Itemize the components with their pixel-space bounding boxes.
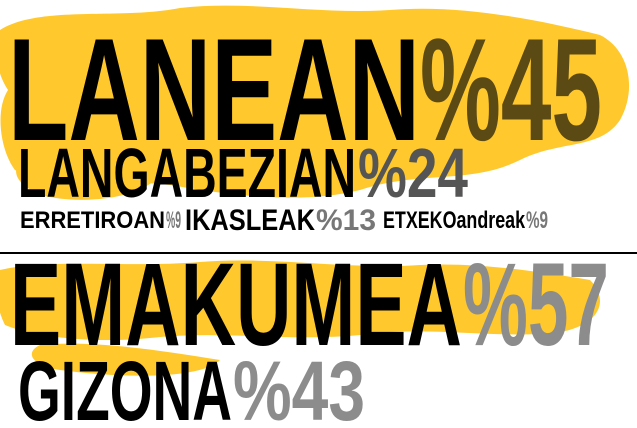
percent: %43 (233, 344, 365, 428)
label: EMAKUMEA (10, 239, 462, 371)
label: LANEAN (8, 8, 420, 171)
percent: %45 (420, 8, 602, 171)
label: IKASLEAK (185, 204, 315, 237)
percent: %24 (358, 134, 468, 212)
percent: %13 (316, 204, 376, 237)
percent: %57 (463, 239, 609, 371)
label: GIZONA (18, 344, 232, 428)
label: ERRETIROAN (20, 207, 165, 234)
label: LANGABEZIAN (18, 134, 356, 212)
percent: %9 (526, 207, 548, 234)
label: ETXEKOandreak (383, 207, 525, 234)
percent: %9 (166, 207, 181, 234)
brush-background (0, 5, 630, 376)
